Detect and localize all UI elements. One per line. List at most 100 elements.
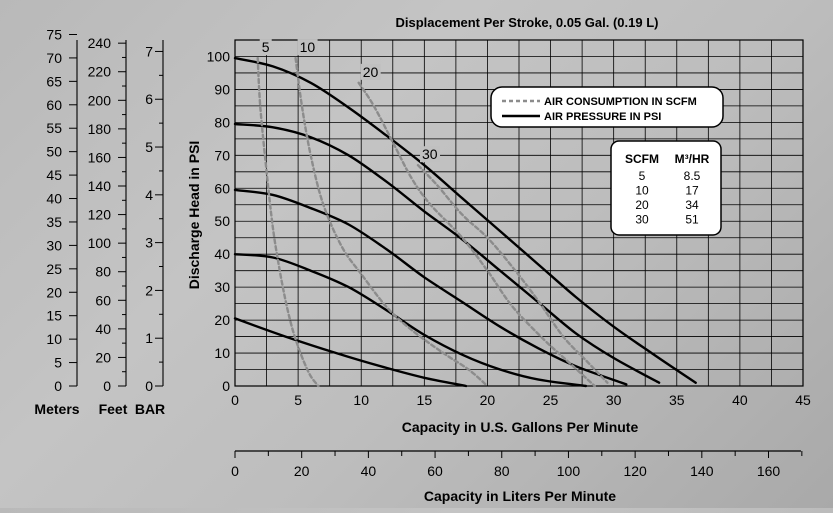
x-tick-label: 40 — [732, 392, 748, 408]
x-tick-label: 45 — [795, 392, 811, 408]
chart-title: Displacement Per Stroke, 0.05 Gal. (0.19… — [395, 15, 658, 30]
liters-tick-label: 80 — [494, 463, 510, 479]
liters-tick-label: 100 — [557, 463, 581, 479]
series-label: 30 — [422, 146, 438, 162]
table-cell: 17 — [685, 184, 699, 198]
scale-tick-label: 10 — [46, 331, 62, 347]
y-tick-label: 100 — [207, 48, 231, 64]
air-consumption-curve — [256, 56, 320, 388]
air-consumption-curve — [294, 56, 489, 388]
x-tick-label: 35 — [669, 392, 685, 408]
scale-tick-label: 0 — [54, 378, 62, 394]
table-cell: 8.5 — [684, 169, 701, 183]
scale-tick-label: 80 — [95, 264, 111, 280]
liters-tick-label: 40 — [361, 463, 377, 479]
liters-tick-label: 0 — [231, 463, 239, 479]
scale-tick-label: 45 — [46, 167, 62, 183]
series-label-bg — [360, 63, 381, 80]
x-tick-label: 15 — [417, 392, 433, 408]
scale-tick-label: 55 — [46, 120, 62, 136]
table-cell: 30 — [635, 213, 649, 227]
series-label-bg — [297, 39, 318, 56]
left-scales: 051015202530354045505560657075Meters0204… — [34, 26, 165, 417]
air-pressure-curve — [233, 317, 468, 388]
scale-tick-label: 15 — [46, 308, 62, 324]
x-tick-label: 0 — [231, 392, 239, 408]
x-tick-label: 5 — [294, 392, 302, 408]
series-label-bg — [259, 39, 272, 56]
conversion-table: SCFM M³/HR 5 8.5 10 17 20 34 30 51 — [610, 140, 722, 236]
liters-tick-label: 60 — [427, 463, 443, 479]
series-label: 20 — [363, 64, 379, 80]
scale-tick-label: 70 — [46, 50, 62, 66]
y-tick-label: 30 — [214, 279, 230, 295]
scale-tick-label: 240 — [88, 35, 112, 51]
liters-tick-label: 160 — [757, 463, 781, 479]
scale-tick-label: 5 — [54, 355, 62, 371]
table-cell: 51 — [685, 213, 699, 227]
air-pressure-curve — [233, 253, 588, 388]
y-axis-label: Discharge Head in PSI — [186, 141, 202, 290]
scale-title: Feet — [99, 401, 128, 417]
y-tick-label: 40 — [214, 246, 230, 262]
scale-tick-label: 100 — [88, 235, 112, 251]
scale-tick-label: 5 — [145, 139, 153, 155]
conversion-table-box — [610, 140, 722, 236]
scale-tick-label: 20 — [95, 349, 111, 365]
scale-tick-label: 20 — [46, 284, 62, 300]
chart-legend: AIR CONSUMPTION IN SCFM AIR PRESSURE IN P… — [490, 86, 724, 128]
table-header: SCFM — [625, 152, 659, 166]
series-label-bg — [420, 146, 441, 163]
series-label: 10 — [300, 39, 316, 55]
x-axis-label: Capacity in U.S. Gallons Per Minute — [402, 419, 639, 435]
y-tick-label: 50 — [214, 213, 230, 229]
scale-tick-label: 65 — [46, 73, 62, 89]
liters-axis: 0 20 40 60 80 100 120 140 160 — [231, 450, 803, 479]
scale-tick-label: 50 — [46, 144, 62, 160]
series-label: 5 — [262, 39, 270, 55]
scale-tick-label: 6 — [145, 91, 153, 107]
x-tick-label: 20 — [480, 392, 496, 408]
table-header: M³/HR — [675, 152, 710, 166]
series-labels: 5 10 20 30 — [259, 39, 441, 163]
scale-title: Meters — [34, 401, 79, 417]
scale-tick-label: 40 — [46, 191, 62, 207]
air-pressure-curve — [233, 122, 661, 384]
scale-tick-label: 160 — [88, 149, 112, 165]
scale-tick-label: 2 — [145, 282, 153, 298]
scale-tick-label: 180 — [88, 121, 112, 137]
scale-tick-label: 30 — [46, 237, 62, 253]
scale-tick-label: 1 — [145, 330, 153, 346]
table-cell: 34 — [685, 198, 699, 212]
scale-tick-label: 0 — [103, 378, 111, 394]
y-tick-label: 60 — [214, 180, 230, 196]
y-tick-label: 70 — [214, 147, 230, 163]
y-tick-label: 20 — [214, 312, 230, 328]
liters-axis-label: Capacity in Liters Per Minute — [424, 488, 616, 504]
scale-tick-label: 140 — [88, 178, 112, 194]
table-cell: 5 — [639, 169, 646, 183]
legend-box — [490, 86, 724, 128]
liters-tick-label: 140 — [690, 463, 714, 479]
air-consumption-curve — [416, 164, 609, 384]
air-pressure-curve — [233, 188, 628, 386]
scale-tick-label: 120 — [88, 207, 112, 223]
scale-tick-label: 4 — [145, 187, 153, 203]
x-tick-label: 30 — [606, 392, 622, 408]
legend-dashed-label: AIR CONSUMPTION IN SCFM — [544, 96, 697, 108]
scale-tick-label: 40 — [95, 321, 111, 337]
scale-tick-label: 0 — [145, 378, 153, 394]
y-tick-label: 0 — [222, 378, 230, 394]
scale-tick-label: 75 — [46, 26, 62, 42]
y-tick-label: 90 — [214, 81, 230, 97]
y-tick-label: 80 — [214, 114, 230, 130]
scale-tick-label: 60 — [46, 97, 62, 113]
scale-title: BAR — [135, 401, 165, 417]
scale-tick-label: 35 — [46, 214, 62, 230]
chart-series — [233, 56, 697, 388]
air-pressure-curve — [233, 56, 697, 384]
scale-tick-label: 220 — [88, 64, 112, 80]
liters-tick-label: 120 — [623, 463, 647, 479]
